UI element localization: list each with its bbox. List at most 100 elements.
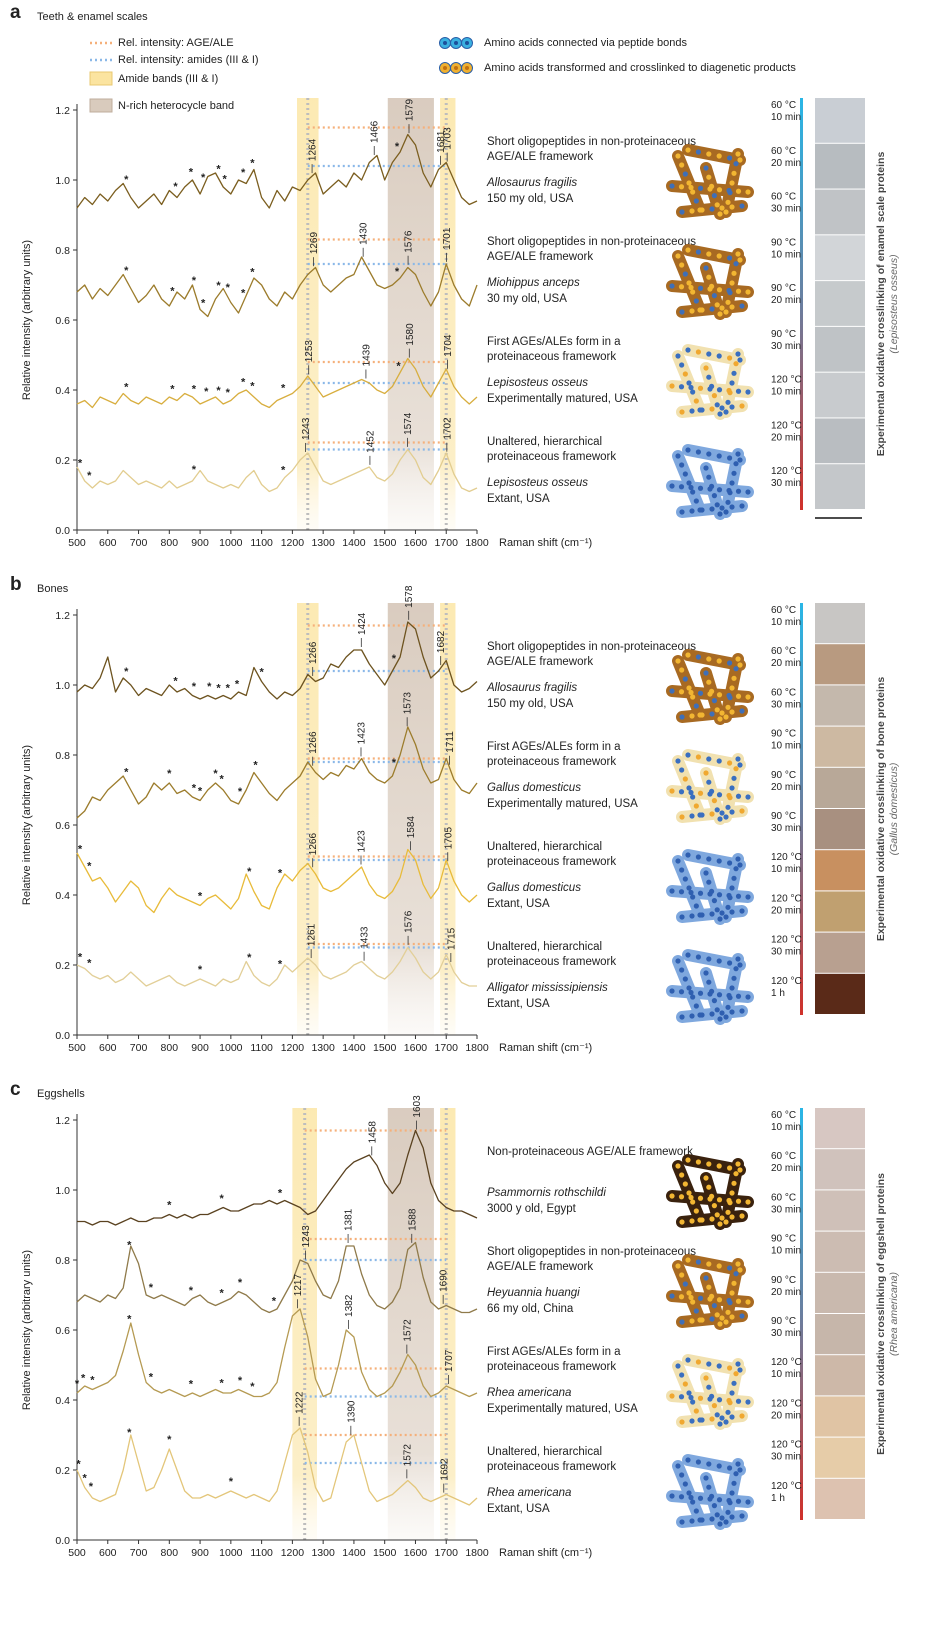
framework-icon: [731, 471, 736, 476]
heating-time: 1 h: [771, 1493, 785, 1504]
framework-icon: [717, 387, 722, 392]
framework-icon: [709, 789, 714, 794]
asterisk: *: [250, 1381, 255, 1393]
legend-label: Rhea americana: [487, 1387, 571, 1399]
framework-icon: [683, 371, 688, 376]
framework-icon: [689, 713, 694, 718]
framework-icon: [706, 1161, 711, 1166]
x-tick-label: 700: [130, 1547, 148, 1559]
framework-icon: [709, 506, 714, 511]
framework-icon: [706, 656, 711, 661]
framework-icon: [717, 892, 722, 897]
asterisk: *: [259, 667, 264, 679]
peak-label: 1715: [446, 927, 457, 950]
framework-icon: [736, 489, 741, 494]
heating-time: 10 min: [771, 387, 801, 398]
description: Unaltered, hierarchical: [487, 436, 602, 448]
framework-icon: [715, 1512, 720, 1517]
description: Unaltered, hierarchical: [487, 1446, 602, 1458]
framework-icon: [706, 980, 711, 985]
framework-icon: [736, 894, 741, 899]
framework-icon: [735, 151, 740, 156]
peak-label: 1580: [405, 323, 416, 346]
framework-icon: [699, 407, 704, 412]
framework-icon: [679, 184, 684, 189]
peak-label: 1576: [404, 910, 415, 933]
framework-icon: [726, 893, 731, 898]
framework-icon: [703, 670, 708, 675]
peak-label: 1576: [404, 230, 415, 253]
description: AGE/ALE framework: [487, 251, 593, 263]
heating-temp: 120 °C: [771, 893, 802, 904]
framework-icon: [690, 1499, 695, 1504]
framework-icon: [679, 484, 684, 489]
framework-icon: [669, 383, 674, 388]
framework-icon: [688, 385, 693, 390]
legend-label: Rel. intensity: AGE/ALE: [118, 37, 234, 49]
x-tick-label: 1300: [311, 1042, 335, 1054]
framework-icon: [685, 447, 690, 452]
framework-icon: [669, 788, 674, 793]
framework-icon: [679, 1172, 684, 1177]
sample-photo: [815, 418, 865, 463]
framework-icon: [737, 662, 742, 667]
framework-icon: [719, 205, 724, 210]
framework-icon: [696, 954, 701, 959]
x-tick-label: 1800: [465, 1547, 489, 1559]
asterisk: *: [173, 181, 178, 193]
y-axis-label: Relative intensity (arbitrary units): [21, 745, 33, 905]
asterisk: *: [278, 867, 283, 879]
asterisk: *: [219, 774, 224, 786]
peak-label: 1572: [402, 1444, 413, 1467]
heating-temp: 120 °C: [771, 935, 802, 946]
description: First AGEs/ALEs form in a: [487, 741, 621, 753]
framework-icon: [688, 790, 693, 795]
sample-photo: [815, 1479, 865, 1519]
framework-icon: [717, 1521, 722, 1526]
framework-icon: [685, 1157, 690, 1162]
x-tick-label: 900: [191, 537, 209, 549]
framework-icon: [736, 794, 741, 799]
framework-icon: [717, 287, 722, 292]
framework-icon: [725, 1410, 730, 1415]
sample-photo: [815, 974, 865, 1014]
framework-icon: [698, 691, 703, 696]
framework-icon: [698, 991, 703, 996]
y-tick-label: 1.0: [55, 1185, 70, 1197]
framework-icon: [709, 1194, 714, 1199]
legend-icon: [465, 66, 469, 70]
asterisk: *: [226, 683, 231, 695]
framework-icon: [679, 362, 684, 367]
framework-icon: [679, 1372, 684, 1377]
asterisk: *: [395, 266, 400, 278]
panel-title: Eggshells: [37, 1088, 85, 1100]
framework-icon: [729, 685, 734, 690]
framework-icon: [745, 694, 750, 699]
x-tick-label: 1200: [281, 1547, 305, 1559]
framework-icon: [717, 692, 722, 697]
y-axis-label: Relative intensity (arbitrary units): [21, 1250, 33, 1410]
framework-icon: [729, 1290, 734, 1295]
legend-label: Allosaurus fragilis: [486, 682, 577, 694]
framework-icon: [736, 189, 741, 194]
framework-icon: [719, 1515, 724, 1520]
asterisk: *: [281, 465, 286, 477]
description: Unaltered, hierarchical: [487, 941, 602, 953]
sample-photo: [815, 768, 865, 808]
framework-icon: [712, 898, 717, 903]
framework-icon: [726, 793, 731, 798]
framework-icon: [675, 153, 680, 158]
framework-icon: [715, 807, 720, 812]
framework-icon: [737, 457, 742, 462]
framework-icon: [727, 255, 732, 260]
framework-icon: [712, 998, 717, 1003]
asterisk: *: [219, 1193, 224, 1205]
y-tick-label: 1.2: [55, 1115, 70, 1127]
sample-photo: [815, 1355, 865, 1395]
asterisk: *: [173, 676, 178, 688]
framework-icon: [733, 1371, 738, 1376]
framework-icon: [723, 1219, 728, 1224]
sample-photo: [815, 1314, 865, 1354]
legend-icon: [454, 66, 458, 70]
framework-icon: [717, 1463, 722, 1468]
